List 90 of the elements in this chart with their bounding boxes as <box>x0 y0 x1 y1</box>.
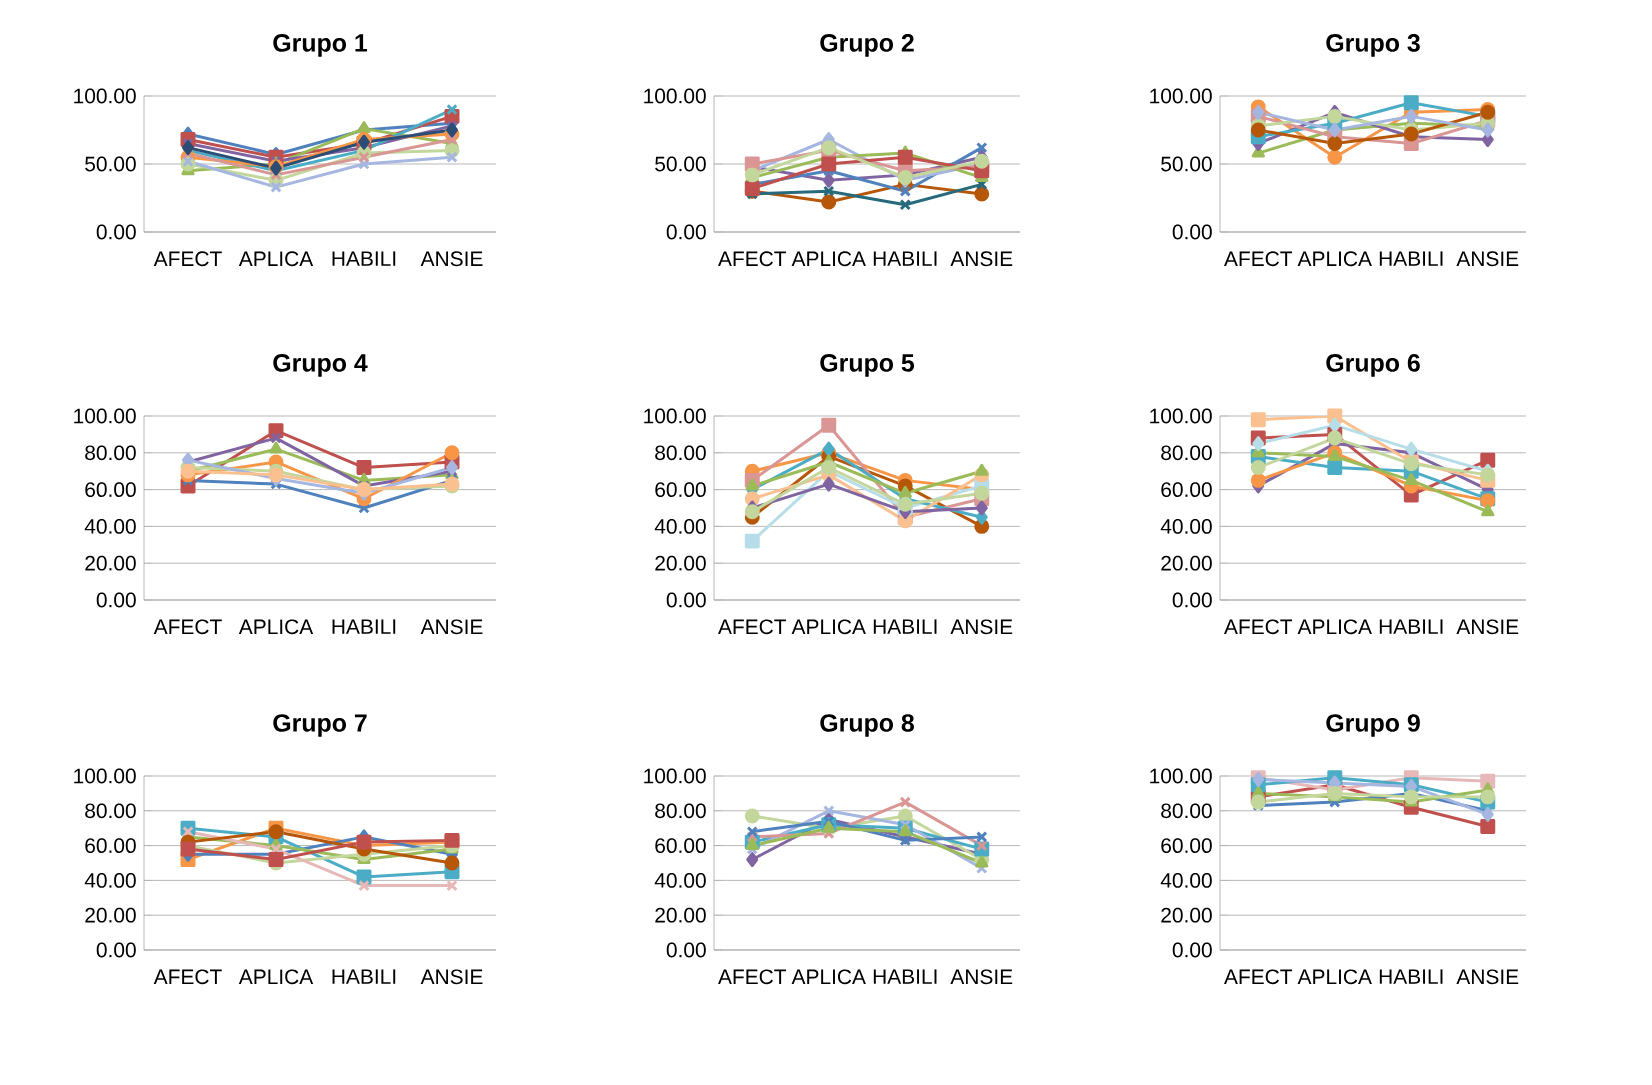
x-tick-label: HABILI <box>873 251 937 266</box>
y-tick-label: 20.00 <box>655 555 706 571</box>
x-tick-label: AFECT <box>718 619 787 635</box>
chart-title: Grupo 2 <box>820 34 914 57</box>
x-tick-label: HABILI <box>873 969 937 984</box>
chart-title: Grupo 1 <box>273 34 368 57</box>
y-tick-label: 60.00 <box>1161 838 1212 854</box>
y-tick-label: 20.00 <box>85 907 136 923</box>
y-tick-label: 100.00 <box>74 88 136 104</box>
y-tick-label: 50.00 <box>1161 156 1212 172</box>
x-tick-label: HABILI <box>1379 969 1443 984</box>
x-tick-label: ANSIE <box>950 619 1013 635</box>
chart-title: Grupo 8 <box>820 714 914 737</box>
y-tick-label: 60.00 <box>655 838 706 854</box>
y-tick-label: 100.00 <box>1150 408 1212 424</box>
chart-title: Grupo 7 <box>273 714 367 737</box>
x-tick-label: ANSIE <box>420 251 483 267</box>
x-tick-label: ANSIE <box>1456 619 1519 635</box>
y-tick-label: 80.00 <box>85 803 136 819</box>
x-tick-label: HABILI <box>332 619 396 634</box>
y-tick-label: 40.00 <box>1160 519 1212 534</box>
x-tick-label: APLICA <box>791 619 866 635</box>
y-tick-label: 0.00 <box>666 942 706 958</box>
y-tick-label: 100.00 <box>1150 768 1212 784</box>
y-tick-label: 0.00 <box>1172 942 1212 958</box>
y-tick-label: 0.00 <box>666 224 706 240</box>
y-tick-label: 40.00 <box>654 873 706 888</box>
x-tick-label: AFECT <box>1224 969 1293 985</box>
y-tick-label: 60.00 <box>655 482 706 498</box>
x-tick-label: AFECT <box>718 251 787 267</box>
x-tick-label: AFECT <box>1224 619 1293 635</box>
y-tick-label: 40.00 <box>1160 873 1212 888</box>
x-tick-label: ANSIE <box>1456 251 1519 267</box>
y-tick-label: 100.00 <box>644 408 706 424</box>
y-tick-label: 40.00 <box>84 873 136 888</box>
chart-title: Grupo 9 <box>1326 714 1420 737</box>
y-tick-label: 50.00 <box>85 156 136 172</box>
x-tick-label: AFECT <box>153 251 222 267</box>
y-tick-label: 60.00 <box>1161 482 1212 498</box>
y-tick-label: 0.00 <box>96 942 136 958</box>
chart-title: Grupo 5 <box>820 354 915 377</box>
chart-title: Grupo 6 <box>1326 354 1420 377</box>
y-tick-label: 0.00 <box>96 224 136 240</box>
y-tick-label: 0.00 <box>666 592 706 608</box>
y-tick-label: 100.00 <box>644 768 706 784</box>
y-tick-label: 0.00 <box>1172 592 1212 608</box>
y-tick-label: 20.00 <box>85 555 136 571</box>
y-tick-label: 100.00 <box>74 768 136 784</box>
x-tick-label: AFECT <box>718 969 787 985</box>
y-tick-label: 80.00 <box>85 445 136 461</box>
x-tick-label: HABILI <box>332 251 396 266</box>
x-tick-label: APLICA <box>238 969 314 985</box>
x-tick-label: ANSIE <box>1456 969 1519 985</box>
chart-title: Grupo 3 <box>1326 34 1420 57</box>
x-tick-label: HABILI <box>332 969 396 984</box>
y-tick-label: 20.00 <box>655 907 706 923</box>
x-tick-label: AFECT <box>153 969 222 985</box>
y-tick-label: 80.00 <box>655 445 706 461</box>
x-tick-label: AFECT <box>153 619 222 635</box>
y-tick-label: 80.00 <box>655 803 706 819</box>
y-tick-label: 20.00 <box>1161 555 1212 571</box>
x-tick-label: APLICA <box>238 251 314 267</box>
y-tick-label: 80.00 <box>1161 445 1212 461</box>
y-tick-label: 80.00 <box>1161 803 1212 819</box>
x-tick-label: HABILI <box>1379 619 1443 634</box>
x-tick-label: APLICA <box>1297 619 1372 635</box>
x-tick-label: APLICA <box>791 251 866 267</box>
y-tick-label: 50.00 <box>655 156 706 172</box>
x-tick-label: ANSIE <box>420 969 483 985</box>
y-tick-label: 20.00 <box>1161 907 1212 923</box>
x-tick-label: APLICA <box>1297 251 1372 267</box>
y-tick-label: 100.00 <box>1150 88 1212 104</box>
x-tick-label: APLICA <box>791 969 866 985</box>
x-tick-label: APLICA <box>238 619 314 635</box>
x-tick-label: ANSIE <box>420 619 483 635</box>
y-tick-label: 100.00 <box>644 88 706 104</box>
y-tick-label: 0.00 <box>1172 224 1212 240</box>
y-tick-label: 100.00 <box>74 408 136 424</box>
y-tick-label: 0.00 <box>96 592 136 608</box>
x-tick-label: APLICA <box>1297 969 1372 985</box>
y-tick-label: 60.00 <box>85 838 136 854</box>
y-tick-label: 40.00 <box>84 519 136 534</box>
x-tick-label: ANSIE <box>950 969 1013 985</box>
chart-title: Grupo 4 <box>273 354 368 377</box>
x-tick-label: AFECT <box>1224 251 1293 267</box>
x-tick-label: ANSIE <box>950 251 1013 267</box>
x-tick-label: HABILI <box>1379 251 1443 266</box>
x-tick-label: HABILI <box>873 619 937 634</box>
y-tick-label: 40.00 <box>654 519 706 534</box>
y-tick-label: 60.00 <box>85 482 136 498</box>
